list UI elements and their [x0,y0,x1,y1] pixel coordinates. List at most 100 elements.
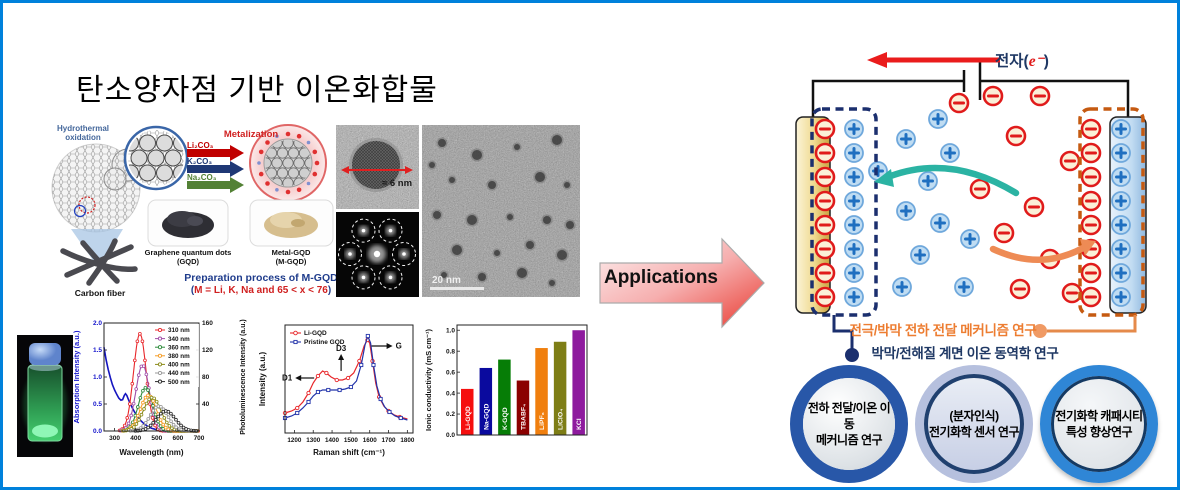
hrtem-image: ≈ 6 nm [336,125,419,209]
svg-text:Ionic conductivity (mS cm⁻¹): Ionic conductivity (mS cm⁻¹) [424,329,433,431]
svg-text:Intensity (a.u.): Intensity (a.u.) [258,352,267,407]
size-arrow [341,166,413,174]
svg-text:400: 400 [130,435,141,442]
svg-text:1.5: 1.5 [93,347,102,354]
preparation-diagram: Li₂CO₃ K₂CO₃ Na₂CO₃ Metalization Hydrother… [51,124,337,298]
svg-text:0.8: 0.8 [446,348,455,355]
svg-text:360 nm: 360 nm [168,344,190,351]
svg-text:310 nm: 310 nm [168,327,190,334]
svg-text:D3: D3 [336,344,347,353]
svg-text:Photoluminescence Intensity (a: Photoluminescence Intensity (a.u.) [240,319,247,435]
prep-caption-1: Preparation process of M-GQD [184,272,337,284]
electron-label: 전자(e⁻) [995,49,1049,71]
svg-text:0.4: 0.4 [446,390,455,397]
prep-caption-2: (M = Li, K, Na and 65 < x < 76) [191,285,331,296]
cation-flow-arrow [874,164,1020,197]
electron-flow-arrow [867,52,1000,68]
gqd-lens-illustration [123,125,189,191]
left-box-connector [832,315,859,362]
svg-text:160: 160 [202,320,213,327]
badge-2-line-2: 전기화학 센서 연구 [929,425,1020,439]
electron-label-prefix: 전자( [995,53,1029,70]
svg-text:Raman shift (cm⁻¹): Raman shift (cm⁻¹) [313,448,385,457]
svg-text:1600: 1600 [363,437,378,444]
svg-text:300: 300 [109,435,120,442]
hydrothermal-label-1: Hydrothermal [57,124,109,133]
svg-text:0.2: 0.2 [446,411,455,418]
badge-3-line-2: 특성 향상연구 [1065,425,1133,439]
magnifier-funnel [71,229,123,269]
svg-text:340 nm: 340 nm [168,336,190,343]
electrochemical-cell-diagram [795,52,1147,362]
anion-flow-arrow [989,239,1096,263]
svg-text:K-GQD: K-GQD [502,407,509,430]
svg-text:D1: D1 [282,374,293,383]
svg-text:700: 700 [194,435,205,442]
dot-size-label: ≈ 6 nm [382,178,412,189]
badge-3-line-1: 전기화학 캐패시티 [1055,408,1143,423]
svg-text:120: 120 [202,347,213,354]
svg-text:1.0: 1.0 [446,327,455,334]
gqd-powder-photo [147,199,229,247]
svg-text:0.0: 0.0 [446,432,455,439]
ion-layer [814,85,1131,308]
gqd-sublabel: (GQD) [177,257,200,266]
applications-arrow: Applications [596,235,768,331]
hydrothermal-label-2: oxidation [65,133,101,142]
mgqd-sublabel: (M-GQD) [276,257,307,266]
svg-text:Li-GQD: Li-GQD [465,406,472,430]
svg-text:Li-GQD: Li-GQD [304,330,327,337]
research-line-2: 박막/전해질 계면 이온 동역학 연구 [871,346,1059,361]
circuit-wire [811,62,1130,119]
reagent-label: K₂CO₃ [187,157,212,166]
tem-overview-image: 20 nm [422,125,580,297]
svg-text:500 nm: 500 nm [168,379,190,386]
svg-text:40: 40 [202,401,210,408]
svg-text:0.6: 0.6 [446,369,455,376]
svg-text:Pristine GQD: Pristine GQD [304,339,345,346]
scale-bar-label: 20 nm [432,275,461,286]
left-interface-box [810,107,878,317]
svg-text:600: 600 [172,435,183,442]
svg-text:1300: 1300 [306,437,321,444]
carbon-fiber-illustration [60,238,138,286]
svg-text:440 nm: 440 nm [168,370,190,377]
carbon-fiber-label: Carbon fiber [75,288,126,298]
research-line-1: 전극/박막 전하 전달 메커니즘 연구 [849,323,1037,338]
right-box-connector [1033,315,1137,338]
svg-text:1500: 1500 [344,437,359,444]
mgqd-powder-photo [249,199,334,247]
fft-pattern-image [336,212,419,297]
electron-label-suffix: ) [1043,53,1049,70]
svg-text:Na-GQD: Na-GQD [483,403,490,430]
svg-text:380 nm: 380 nm [168,353,190,360]
svg-text:1700: 1700 [382,437,397,444]
svg-text:Absorption Intensity (a.u.): Absorption Intensity (a.u.) [72,330,81,423]
svg-text:TBABF₄: TBABF₄ [520,404,527,430]
badge-charge-transfer: 전하 전달/이온 이동 메커니즘 연구 [790,365,908,483]
metal-gqd-illustration [249,124,327,202]
graphene-sheet-illustration [51,143,145,233]
fluorescent-vial-photo [17,335,73,457]
svg-text:80: 80 [202,374,210,381]
figure-title: 탄소양자점 기반 이온화합물 [76,74,438,107]
ionic-conductivity-chart: Li-GQD Na-GQD K-GQD TBABF₄ LiPF₆ LiClO₄ KCl 0.0… [424,324,588,439]
applications-label: Applications [603,267,718,288]
svg-text:1200: 1200 [287,437,302,444]
electron-symbol: e⁻ [1028,53,1044,70]
applications-arrow-shape [599,237,765,329]
svg-text:Wavelength (nm): Wavelength (nm) [119,448,183,457]
raman-chart: 1200 1300 1400 1500 1600 1700 1800 Li-GQD Pristi… [258,324,415,457]
scale-bar [430,287,484,290]
svg-text:G: G [396,342,402,351]
svg-text:KCl: KCl [576,418,583,430]
svg-text:1800: 1800 [400,437,415,444]
svg-text:LiPF₆: LiPF₆ [539,412,546,430]
svg-text:1.0: 1.0 [93,374,102,381]
svg-text:0.0: 0.0 [93,428,102,435]
reagent-label: Na₂CO₃ [187,173,217,182]
mgqd-label: Metal-GQD [272,248,311,257]
gqd-label: Graphene quantum dots [145,248,232,257]
